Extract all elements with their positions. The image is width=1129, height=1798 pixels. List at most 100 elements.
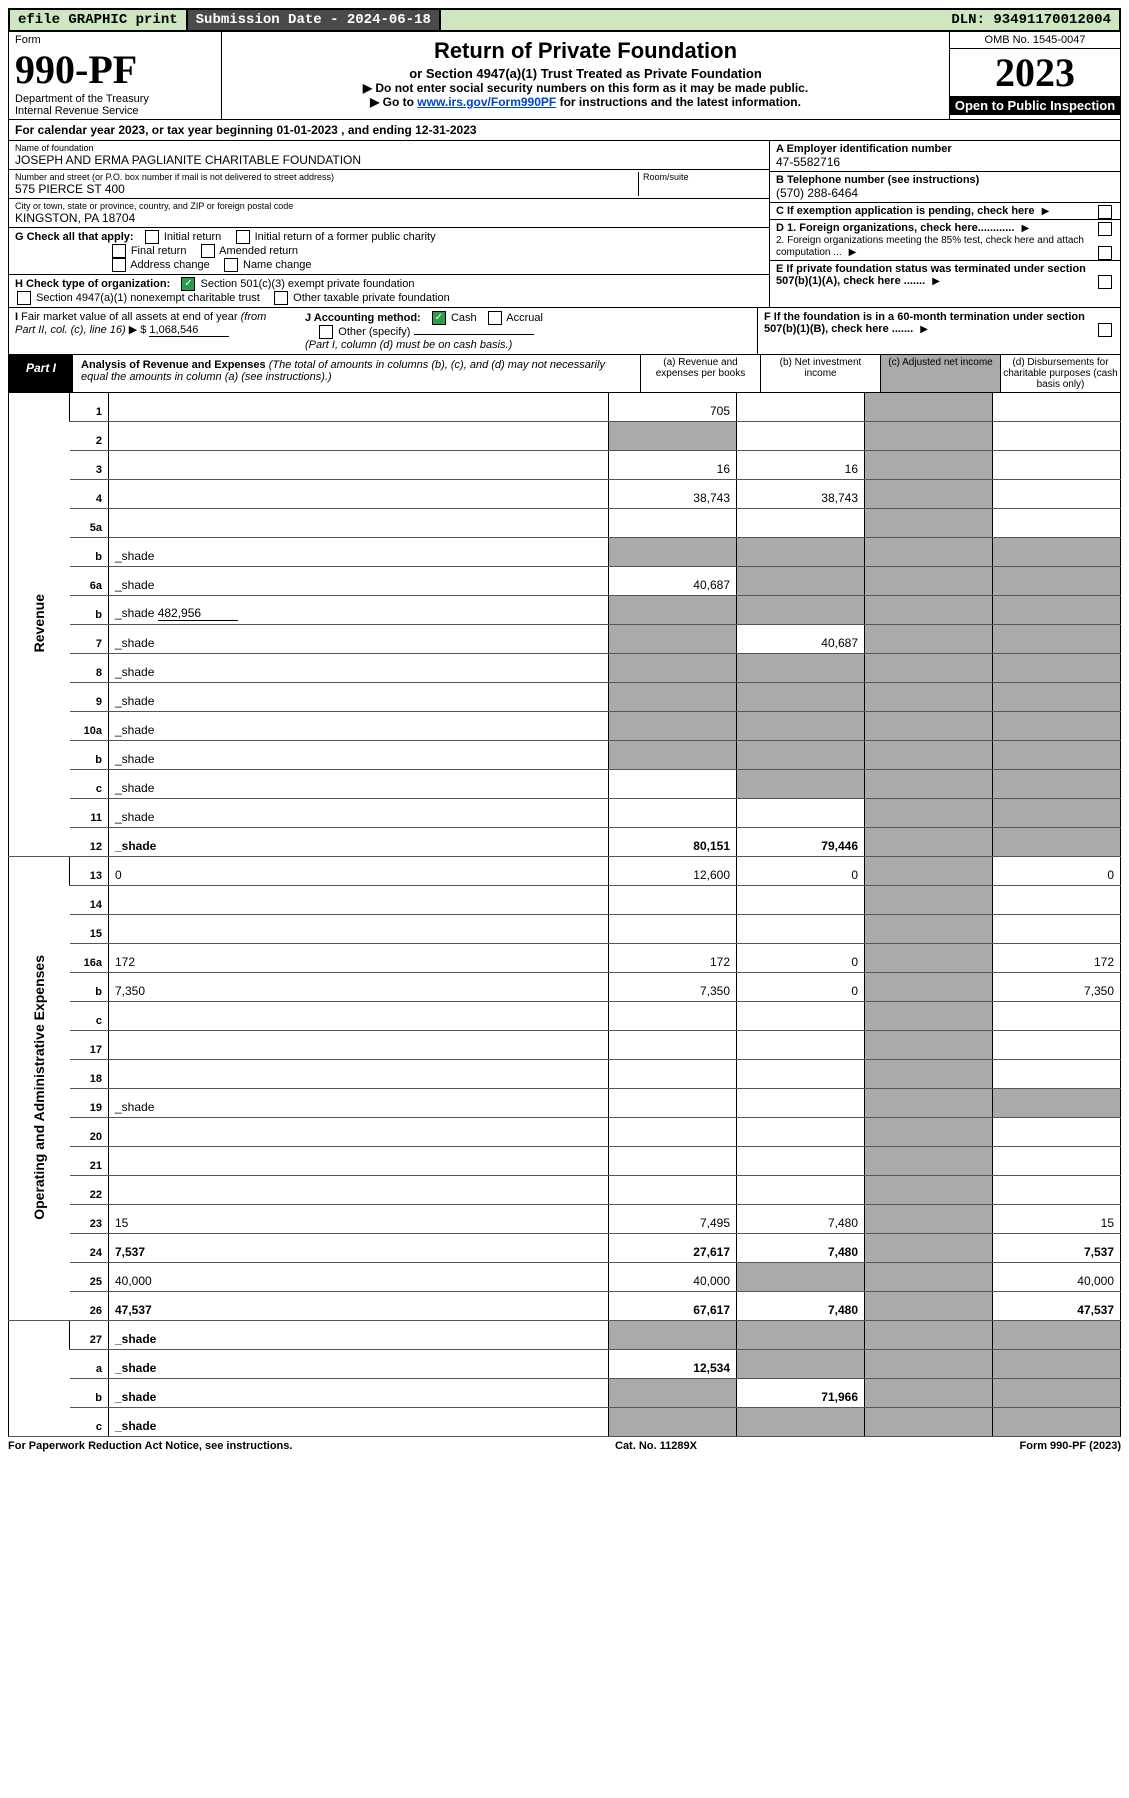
table-row: c_shade: [9, 1408, 1121, 1437]
fmv-label: I: [15, 311, 18, 323]
section-f: F If the foundation is in a 60-month ter…: [757, 308, 1120, 354]
ck-85-test[interactable]: [1098, 246, 1112, 260]
table-row: b_shade71,966: [9, 1379, 1121, 1408]
ck-foreign-org[interactable]: [1098, 222, 1112, 236]
col-d-hdr: (d) Disbursements for charitable purpose…: [1000, 355, 1120, 392]
table-row: 12_shade80,15179,446: [9, 828, 1121, 857]
line-desc: 47,537: [109, 1292, 609, 1321]
line-desc: [109, 1031, 609, 1060]
line-num: 14: [70, 886, 109, 915]
line-num: 20: [70, 1118, 109, 1147]
table-row: 14: [9, 886, 1121, 915]
line-num: c: [70, 1002, 109, 1031]
ck-cash[interactable]: [432, 311, 446, 325]
ck-other-method[interactable]: [319, 325, 333, 339]
line-num: 4: [70, 480, 109, 509]
irs-link[interactable]: www.irs.gov/Form990PF: [417, 95, 556, 109]
ein: 47-5582716: [776, 155, 1114, 169]
form-number: 990-PF: [15, 46, 215, 93]
line-desc: [109, 1147, 609, 1176]
ck-final-return[interactable]: [112, 244, 126, 258]
line-desc: _shade: [109, 1408, 609, 1437]
table-row: Operating and Administrative Expenses130…: [9, 857, 1121, 886]
line-num: 15: [70, 915, 109, 944]
table-row: 17: [9, 1031, 1121, 1060]
table-row: 5a: [9, 509, 1121, 538]
section-c: C If exemption application is pending, c…: [770, 203, 1120, 220]
line-num: b: [70, 1379, 109, 1408]
line-num: 9: [70, 683, 109, 712]
ck-address-change[interactable]: [112, 258, 126, 272]
line-desc: _shade: [109, 1379, 609, 1408]
efile-label: efile GRAPHIC print: [10, 10, 188, 30]
table-row: c_shade: [9, 770, 1121, 799]
line-desc: [109, 1002, 609, 1031]
ck-name-change[interactable]: [224, 258, 238, 272]
identification-grid: Name of foundation JOSEPH AND ERMA PAGLI…: [8, 141, 1121, 308]
line-num: 27: [70, 1321, 109, 1350]
dln: DLN: 93491170012004: [943, 10, 1119, 30]
line-num: 19: [70, 1089, 109, 1118]
omb-number: OMB No. 1545-0047: [950, 32, 1120, 49]
part1-header: Part I Analysis of Revenue and Expenses …: [8, 355, 1121, 393]
cash-basis-note: (Part I, column (d) must be on cash basi…: [305, 339, 512, 351]
line-desc: 0: [109, 857, 609, 886]
line-desc: 40,000: [109, 1263, 609, 1292]
line-desc: 172: [109, 944, 609, 973]
form-header: Form 990-PF Department of the TreasuryIn…: [8, 32, 1121, 120]
line-desc: [109, 886, 609, 915]
fmv-value: 1,068,546: [149, 324, 229, 337]
line-desc: 7,350: [109, 973, 609, 1002]
ck-507b1b[interactable]: [1098, 323, 1112, 337]
table-row: 21: [9, 1147, 1121, 1176]
section-ijf: I Fair market value of all assets at end…: [8, 308, 1121, 355]
table-row: 7_shade40,687: [9, 625, 1121, 654]
line-desc: _shade: [109, 683, 609, 712]
line-num: 25: [70, 1263, 109, 1292]
ck-amended[interactable]: [201, 244, 215, 258]
table-row: 438,74338,743: [9, 480, 1121, 509]
form-ref: Form 990-PF (2023): [1020, 1440, 1121, 1452]
line-num: b: [70, 538, 109, 567]
ck-501c3[interactable]: [181, 277, 195, 291]
ck-initial-return[interactable]: [145, 230, 159, 244]
line-num: 11: [70, 799, 109, 828]
line-num: 2: [70, 422, 109, 451]
part1-table: Revenue1705231616438,74338,7435ab_shade6…: [8, 393, 1121, 1437]
line-num: 18: [70, 1060, 109, 1089]
line-num: 16a: [70, 944, 109, 973]
phone-label: B Telephone number (see instructions): [776, 174, 1114, 186]
line-num: 10a: [70, 712, 109, 741]
instr-1: ▶ Do not enter social security numbers o…: [226, 81, 945, 95]
line-num: b: [70, 596, 109, 625]
calendar-year-row: For calendar year 2023, or tax year begi…: [8, 120, 1121, 141]
line-desc: [109, 915, 609, 944]
ck-initial-former[interactable]: [236, 230, 250, 244]
dept-label: Department of the TreasuryInternal Reven…: [15, 93, 215, 117]
line-num: 21: [70, 1147, 109, 1176]
line-desc: _shade: [109, 799, 609, 828]
table-row: 15: [9, 915, 1121, 944]
address: 575 PIERCE ST 400: [15, 182, 638, 196]
name-label: Name of foundation: [15, 143, 763, 153]
line-desc: [109, 1060, 609, 1089]
line-desc: [109, 422, 609, 451]
line-desc: _shade: [109, 712, 609, 741]
line-num: 8: [70, 654, 109, 683]
ck-accrual[interactable]: [488, 311, 502, 325]
line-num: 26: [70, 1292, 109, 1321]
table-row: 23157,4957,48015: [9, 1205, 1121, 1234]
line-desc: _shade: [109, 1350, 609, 1379]
ck-507b1a[interactable]: [1098, 275, 1112, 289]
ck-4947a1[interactable]: [17, 291, 31, 305]
line-desc: _shade: [109, 538, 609, 567]
line-num: 22: [70, 1176, 109, 1205]
table-row: 2540,00040,00040,000: [9, 1263, 1121, 1292]
line-desc: _shade 482,956: [109, 596, 609, 625]
line-num: 5a: [70, 509, 109, 538]
ck-other-taxable[interactable]: [274, 291, 288, 305]
line-desc: _shade: [109, 741, 609, 770]
ck-exemption-pending[interactable]: [1098, 205, 1112, 219]
section-revenue: Revenue: [9, 393, 70, 857]
table-row: 2: [9, 422, 1121, 451]
